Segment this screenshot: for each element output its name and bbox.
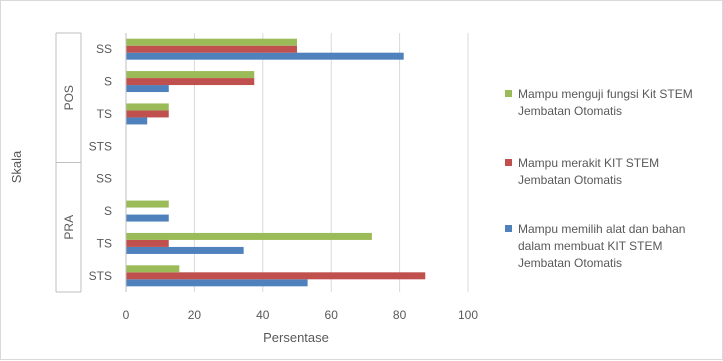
legend-label: Mampu memilih alat dan bahan xyxy=(518,222,685,236)
bars-layer xyxy=(126,38,426,287)
x-tick-label: 100 xyxy=(458,308,478,322)
bar xyxy=(126,272,426,280)
bar xyxy=(126,232,372,240)
x-tick-label: 20 xyxy=(188,308,202,322)
x-tick-label: 40 xyxy=(256,308,270,322)
bar xyxy=(126,85,169,93)
y-tick-label: TS xyxy=(97,236,112,250)
legend-label: Mampu merakit KIT STEM xyxy=(518,156,659,170)
legend-label: Mampu menguji fungsi Kit STEM xyxy=(518,87,693,101)
group-label: PRA xyxy=(62,215,76,240)
y-tick-label: STS xyxy=(89,269,112,283)
legend: Mampu menguji fungsi Kit STEM Jembatan Ot… xyxy=(505,87,693,270)
y-tick-label: SS xyxy=(96,172,112,186)
bar xyxy=(126,239,169,247)
y-tick-label: STS xyxy=(89,139,112,153)
y-tick-label: SS xyxy=(96,42,112,56)
group-label: POS xyxy=(62,85,76,110)
y-axis-title: Skala xyxy=(9,150,24,183)
bar xyxy=(126,246,244,254)
legend-swatch xyxy=(505,225,512,232)
y-tick-label: S xyxy=(104,204,112,218)
bar xyxy=(126,71,255,79)
y-tick-label: S xyxy=(104,75,112,89)
bar xyxy=(126,265,180,273)
axis-layer xyxy=(55,32,127,293)
x-axis-title: Persentase xyxy=(263,330,329,345)
x-tick-label: 80 xyxy=(393,308,407,322)
legend-swatch xyxy=(505,159,512,166)
bar xyxy=(126,78,255,86)
x-tick-label: 60 xyxy=(325,308,339,322)
legend-label: Jembatan Otomatis xyxy=(518,173,622,187)
legend-label: Jembatan Otomatis xyxy=(518,256,622,270)
legend-label: Jembatan Otomatis xyxy=(518,104,622,118)
legend-swatch xyxy=(505,90,512,97)
bar xyxy=(126,110,169,118)
legend-item: Mampu menguji fungsi Kit STEM Jembatan Ot… xyxy=(505,87,693,118)
bar xyxy=(126,45,297,53)
legend-item: Mampu memilih alat dan bahan dalam membua… xyxy=(505,222,685,270)
x-tick-label: 0 xyxy=(123,308,130,322)
legend-item: Mampu merakit KIT STEM Jembatan Otomatis xyxy=(505,156,659,187)
legend-label: dalam membuat KIT STEM xyxy=(518,239,663,253)
bar xyxy=(126,200,169,208)
bar xyxy=(126,279,308,287)
bar xyxy=(126,214,169,222)
bar xyxy=(126,52,404,60)
y-tick-label: TS xyxy=(97,107,112,121)
bar xyxy=(126,103,169,111)
bar xyxy=(126,117,148,125)
bar xyxy=(126,38,297,46)
